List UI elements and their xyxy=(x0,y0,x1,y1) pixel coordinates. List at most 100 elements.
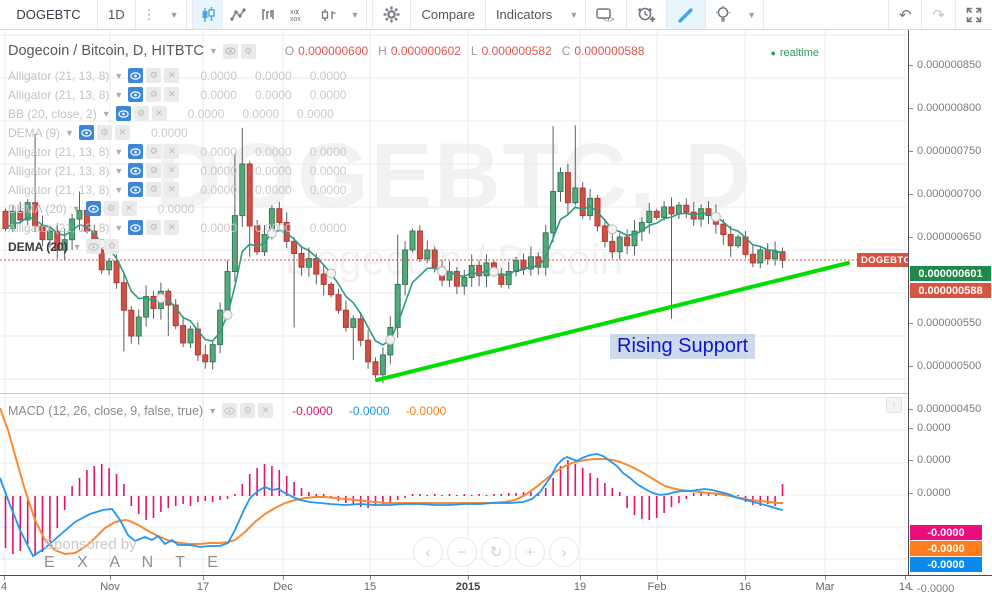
eye-icon xyxy=(130,185,142,194)
panel-collapse-button[interactable]: ↑ xyxy=(886,397,902,413)
interval-button[interactable]: 1D xyxy=(98,0,136,29)
alert-button[interactable] xyxy=(627,0,668,29)
zoom-in-button[interactable]: + xyxy=(515,537,545,567)
zoom-out-button[interactable]: − xyxy=(447,537,477,567)
macd-visibility-button[interactable] xyxy=(222,403,238,418)
chevron-down-icon[interactable]: ▼ xyxy=(114,89,124,100)
chart-type-pnf-button[interactable]: x x o xox xyxy=(283,0,314,29)
ideas-dropdown-button[interactable]: ▼ xyxy=(740,0,765,29)
chevron-down-icon[interactable]: ▼ xyxy=(65,127,74,138)
indicator-remove-button[interactable]: ✕ xyxy=(114,125,130,140)
ohlc-key: C xyxy=(561,44,571,58)
chevron-down-icon[interactable]: ▼ xyxy=(208,405,218,416)
indicator-visibility-button[interactable] xyxy=(128,144,144,159)
scroll-right-button[interactable]: › xyxy=(549,537,579,567)
ohlc-value: 0.000000588 xyxy=(574,44,645,58)
macd-settings-button[interactable]: ⚙ xyxy=(240,403,256,418)
indicator-visibility-button[interactable] xyxy=(128,182,144,197)
time-tick xyxy=(825,576,826,580)
indicator-visibility-button[interactable] xyxy=(128,87,144,102)
indicator-visibility-button[interactable] xyxy=(128,163,144,178)
indicator-remove-button[interactable]: ✕ xyxy=(164,182,180,197)
series-visibility-button[interactable] xyxy=(222,43,238,59)
script-editor-icon: </> xyxy=(596,7,615,23)
chart-type-bars-button[interactable] xyxy=(253,0,283,29)
indicator-visibility-button[interactable] xyxy=(128,68,144,83)
indicators-button[interactable]: Indicators xyxy=(495,7,553,22)
chevron-down-icon[interactable]: ▼ xyxy=(114,184,124,195)
macd-close-button[interactable]: ✕ xyxy=(258,403,274,418)
chevron-down-icon[interactable]: ▼ xyxy=(101,108,111,119)
indicator-visibility-button[interactable] xyxy=(128,220,144,235)
indicator-visibility-button[interactable] xyxy=(85,201,101,216)
series-settings-button[interactable]: ⚙ xyxy=(240,43,256,59)
chart-properties-button[interactable] xyxy=(373,0,412,29)
indicator-settings-button[interactable]: ⚙ xyxy=(104,239,120,254)
indicator-settings-button[interactable]: ⚙ xyxy=(96,125,112,140)
chevron-down-icon[interactable]: ▼ xyxy=(72,241,82,252)
redo-button[interactable]: ↷ xyxy=(921,0,955,29)
indicators-dropdown-button[interactable]: ▼ xyxy=(562,0,587,29)
indicator-remove-button[interactable]: ✕ xyxy=(151,106,167,121)
indicator-settings-button[interactable]: ⚙ xyxy=(146,163,162,178)
dots-icon: ⋮ xyxy=(142,6,156,22)
indicator-remove-button[interactable]: ✕ xyxy=(121,201,137,216)
time-axis[interactable]: 4 Nov 17 Dec 15 2015 19 Feb 16 Mar 14 xyxy=(0,575,992,597)
indicator-settings-button[interactable]: ⚙ xyxy=(146,68,162,83)
indicator-visibility-button[interactable] xyxy=(78,125,94,140)
chevron-down-icon[interactable]: ▼ xyxy=(114,70,124,81)
chart-type-dropdown-button[interactable]: ▼ xyxy=(344,0,368,29)
undo-button[interactable]: ↶ xyxy=(887,0,922,29)
trend-line[interactable] xyxy=(375,261,850,382)
indicator-visibility-button[interactable] xyxy=(86,239,102,254)
indicator-row: DEMA (20) ▼ ⚙ ✕ 0.0000 xyxy=(8,199,346,218)
symbol-button[interactable]: DOGEBTC xyxy=(0,0,98,29)
indicator-remove-button[interactable]: ✕ xyxy=(164,87,180,102)
chevron-down-icon[interactable]: ▼ xyxy=(114,146,124,157)
ideas-button[interactable] xyxy=(706,0,740,29)
bars-icon xyxy=(261,8,274,20)
chevron-down-icon[interactable]: ▼ xyxy=(114,165,124,176)
indicator-settings-button[interactable]: ⚙ xyxy=(146,144,162,159)
indicator-settings-button[interactable]: ⚙ xyxy=(103,201,119,216)
price-axis[interactable]: 0.000000850 0.000000800 0.000000750 0.00000… xyxy=(908,30,992,595)
indicator-remove-button[interactable]: ✕ xyxy=(164,163,180,178)
indicator-remove-button[interactable]: ✕ xyxy=(164,144,180,159)
indicator-settings-button[interactable]: ⚙ xyxy=(146,87,162,102)
chart-type-heikin-button[interactable] xyxy=(314,0,344,29)
brush-icon xyxy=(678,7,693,23)
chevron-down-icon[interactable]: ▼ xyxy=(114,222,124,233)
chevron-down-icon: ▼ xyxy=(569,9,579,20)
fullscreen-button[interactable] xyxy=(955,0,992,29)
axis-tick xyxy=(909,237,913,238)
axis-label: 0.000000700 xyxy=(917,188,982,200)
macd-value: -0.0000 xyxy=(348,403,390,418)
chevron-down-icon[interactable]: ▼ xyxy=(71,203,81,214)
rising-support-annotation[interactable]: Rising Support xyxy=(610,334,756,359)
indicator-visibility-button[interactable] xyxy=(115,106,131,121)
axis-tick xyxy=(909,493,913,494)
plot-area[interactable]: DOGEBTC, D Dogecoin / Bitcoin Dogecoin /… xyxy=(0,30,908,575)
chart-type-line-button[interactable] xyxy=(223,0,253,29)
reset-chart-button[interactable]: ↻ xyxy=(481,537,511,567)
indicator-remove-button[interactable]: ✕ xyxy=(164,220,180,235)
chevron-down-icon[interactable]: ▼ xyxy=(208,46,218,56)
chart-type-candles-button[interactable] xyxy=(192,0,223,29)
time-label: Mar xyxy=(815,581,835,593)
time-label: Nov xyxy=(100,581,120,593)
interval-menu-button[interactable]: ⋮ xyxy=(136,0,163,29)
indicator-values: 0.0000 0.0000 0.0000 xyxy=(200,68,347,83)
indicator-label: Alligator (21, 13, 8) xyxy=(8,163,110,178)
indicator-remove-button[interactable]: ✕ xyxy=(164,68,180,83)
indicator-row: BB (20, close, 2) ▼ ⚙ ✕ 0.0000 0.0000 0.0000 xyxy=(8,104,346,123)
pane-separator[interactable] xyxy=(0,393,908,394)
indicator-settings-button[interactable]: ⚙ xyxy=(133,106,149,121)
pine-editor-button[interactable]: </> xyxy=(586,0,628,29)
interval-dropdown-button[interactable]: ▼ xyxy=(163,0,187,29)
compare-button[interactable]: Compare xyxy=(411,0,486,29)
drawing-brush-button[interactable] xyxy=(667,0,707,29)
scroll-left-button[interactable]: ‹ xyxy=(413,537,443,567)
indicator-settings-button[interactable]: ⚙ xyxy=(146,182,162,197)
indicator-settings-button[interactable]: ⚙ xyxy=(146,220,162,235)
